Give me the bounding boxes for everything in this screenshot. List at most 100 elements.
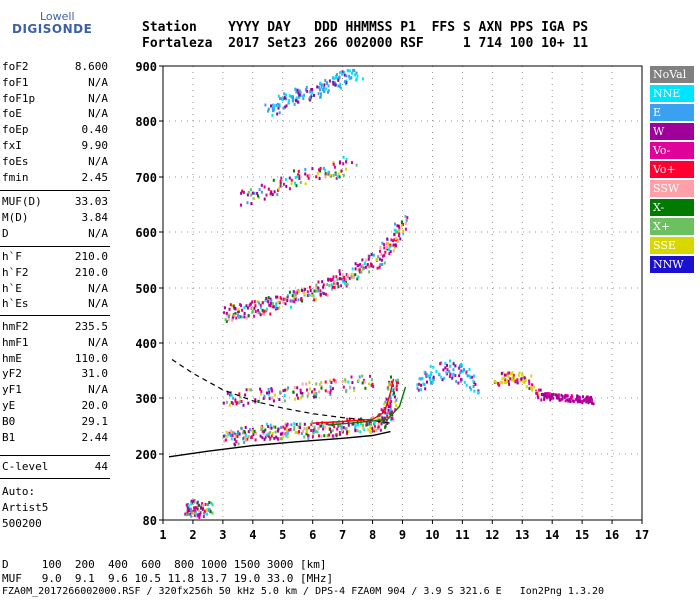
echo-point [346,68,349,72]
echo-point [315,392,318,395]
echo-point [269,297,272,301]
echo-point [362,426,365,430]
echo-point [193,500,196,504]
echo-point [234,312,237,315]
echo-point [368,265,371,269]
echo-point [327,84,330,88]
echo-point [295,99,297,103]
echo-point [324,168,327,172]
echo-point [461,369,464,373]
echo-point [266,299,269,303]
param-value: 3.84 [81,210,109,224]
echo-point [316,430,319,434]
echo-point [544,392,547,396]
echo-point [571,395,574,399]
echo-point [263,430,266,433]
echo-point [271,106,274,110]
echo-point [499,380,502,384]
echo-point [506,373,509,377]
echo-point [259,313,262,317]
legend-item-ssw: SSW [650,180,694,197]
echo-point [398,232,401,236]
y-tick-label: 600 [135,226,157,240]
echo-point [267,387,270,391]
echo-point [333,286,336,289]
echo-point [304,88,307,92]
param-row-fxi: fxI 9.90 [2,139,108,153]
param-row-hmf1: hmF1 N/A [2,336,108,350]
echo-point [265,296,268,300]
echo-point [203,509,206,513]
echo-point [293,386,296,389]
echo-point [267,187,270,191]
param-value: N/A [88,335,108,349]
echo-point [231,402,234,406]
echo-point [322,427,325,431]
echo-point [397,224,400,228]
echo-point [222,401,225,405]
echo-point [432,375,435,379]
echo-point [280,297,283,301]
echo-point [332,76,335,80]
echo-point [343,80,346,84]
echo-point [284,297,287,301]
echo-point [315,283,318,287]
echo-point [358,268,361,272]
echo-point [558,397,561,401]
echo-point [291,294,294,298]
echo-point [375,258,378,261]
echo-point [381,241,384,245]
echo-point [306,394,309,398]
echo-point [546,392,549,396]
x-tick-label: 3 [219,528,226,542]
echo-point [402,229,405,233]
echo-point [355,78,358,82]
x-tick-label: 5 [279,528,286,542]
echo-point [552,392,555,396]
echo-point [392,239,395,243]
echo-point [324,380,327,384]
chart-axes: 1 2 3 4 5 6 7 8 9 10 11 12 13 14 15 16 17802003004005006… [135,60,649,542]
echo-point [246,193,249,197]
echo-point [233,306,236,310]
echo-point [342,426,345,430]
echo-point [418,377,421,381]
echo-point [343,276,346,279]
echo-point [298,290,301,293]
echo-point [290,181,293,185]
echo-point [295,184,298,188]
echo-point [282,182,285,186]
echo-point [323,425,326,429]
echo-point [245,304,248,308]
echo-point [388,248,391,252]
echo-point [231,431,234,434]
echo-point [291,98,294,102]
echo-point [289,427,292,431]
echo-point [211,503,214,507]
echo-point [256,311,259,315]
echo-point [388,245,391,249]
echo-point [366,423,369,427]
echo-point [341,70,344,74]
echo-point [245,316,248,320]
echo-point [298,89,301,93]
echo-point [271,113,274,117]
echo-point [313,289,316,293]
echo-point [546,394,549,398]
echo-point [268,397,271,401]
echo-point [204,502,207,506]
echo-point [264,103,267,107]
echo-point [294,397,297,401]
echo-point [299,426,302,430]
echo-point [428,374,431,378]
echo-point [354,267,357,271]
echo-point [322,166,325,170]
echo-point [390,400,393,404]
echo-point [186,506,189,510]
echo-point [297,91,300,95]
echo-point [263,309,266,313]
echo-point [250,202,253,205]
echo-point [278,111,281,115]
echo-point [307,176,310,180]
echo-point [194,506,197,509]
